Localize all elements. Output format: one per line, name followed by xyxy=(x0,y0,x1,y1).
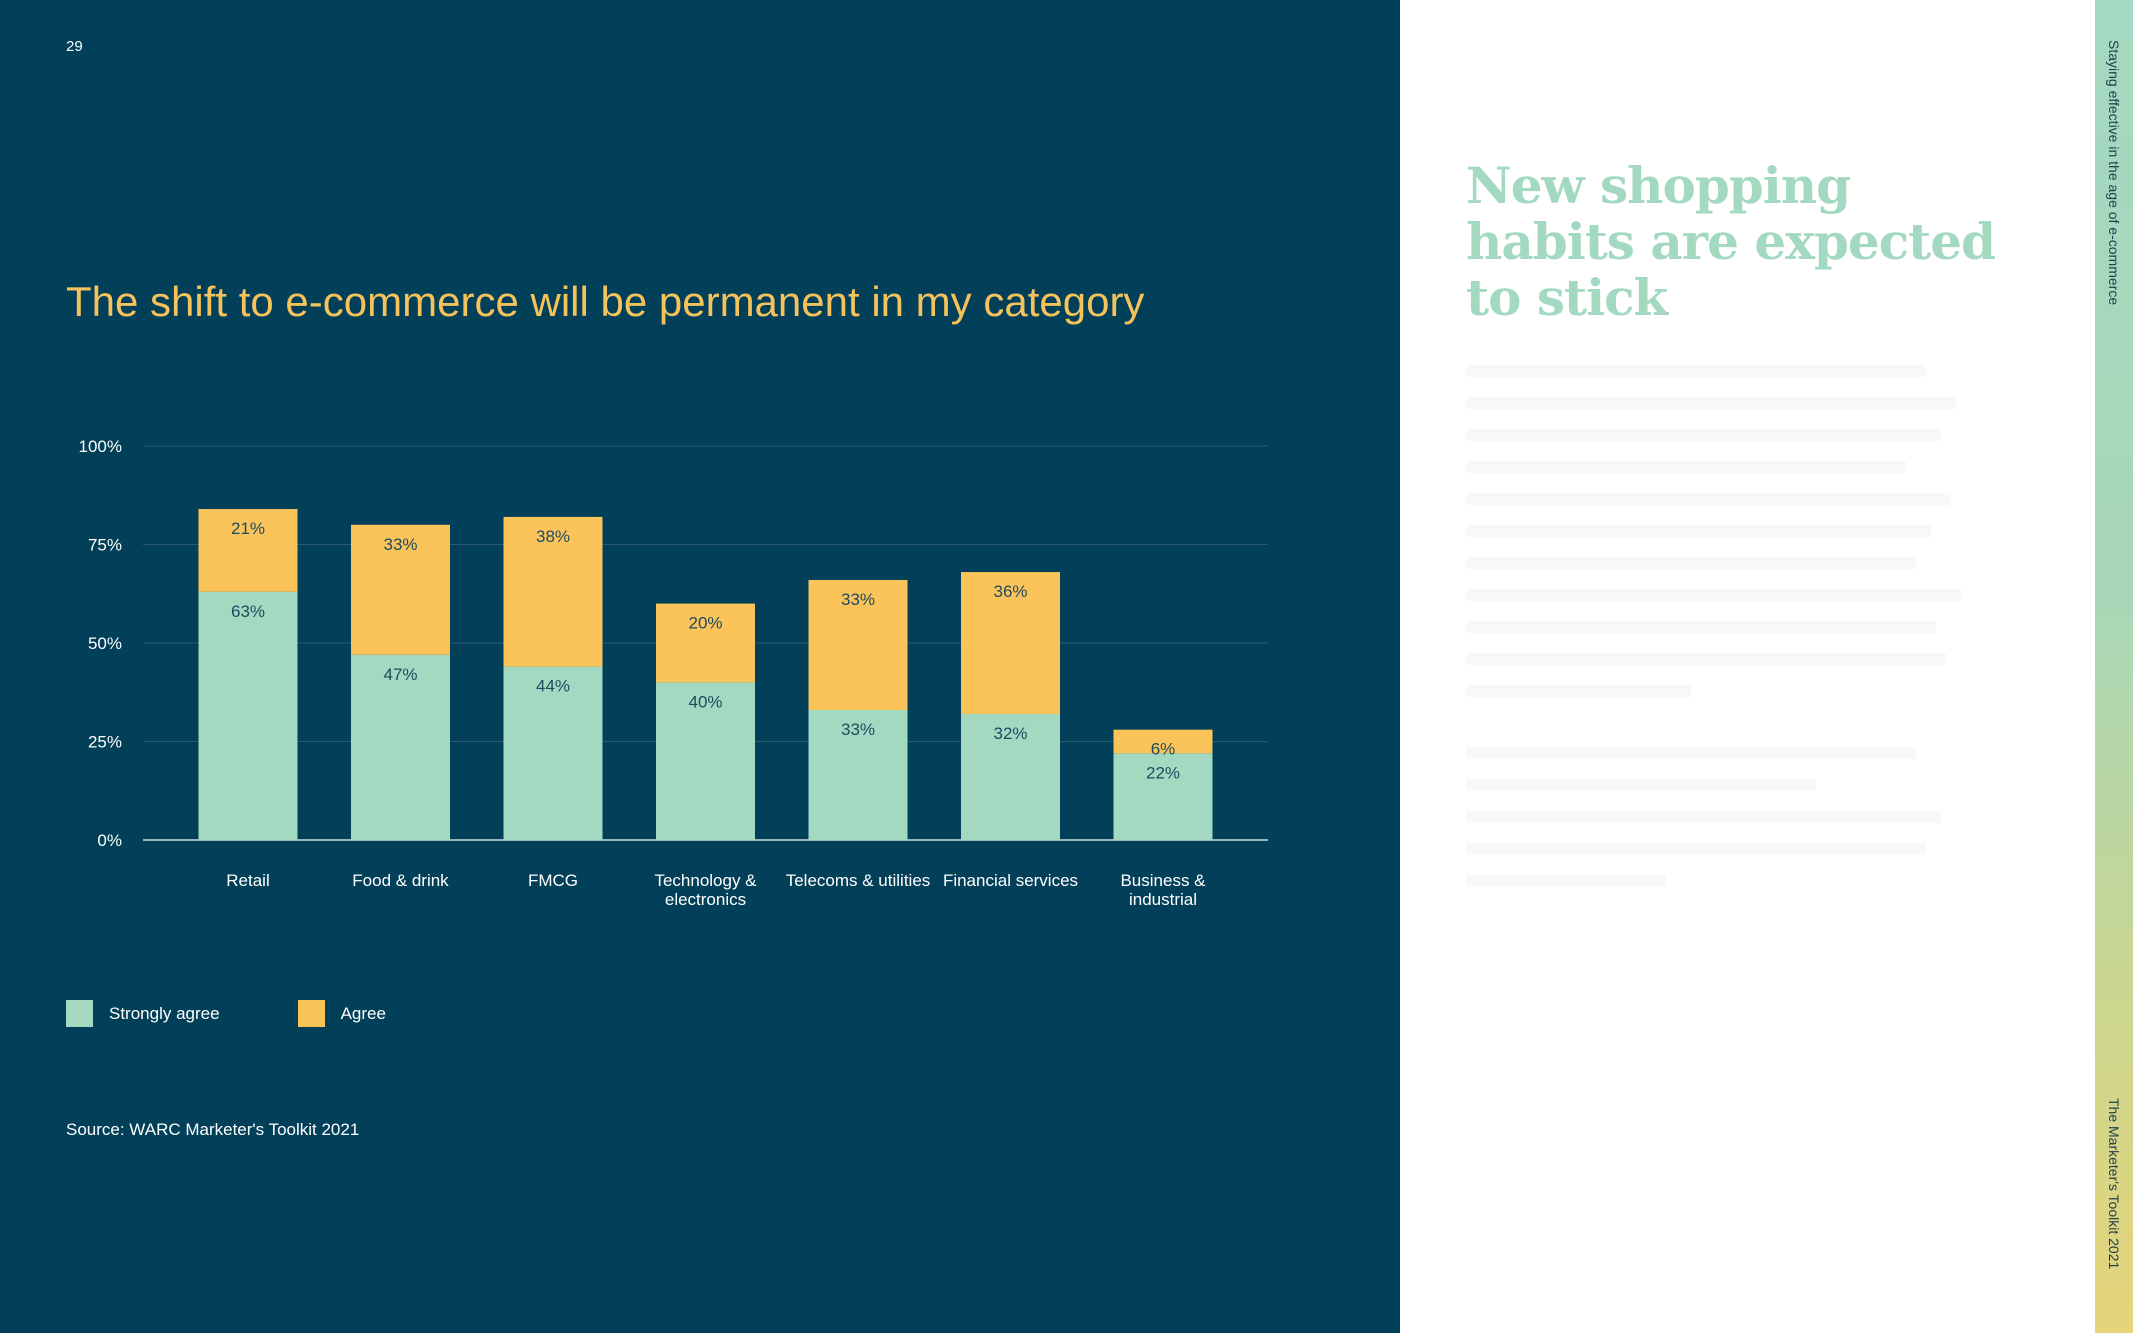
chart-legend: Strongly agree Agree xyxy=(66,1000,464,1027)
bar-strongly-agree xyxy=(1113,753,1213,840)
data-label: 21% xyxy=(231,519,265,538)
x-tick-label: Food & drink xyxy=(352,871,449,890)
bar-strongly-agree xyxy=(808,709,908,840)
data-label: 47% xyxy=(383,665,417,684)
bar-agree xyxy=(808,579,908,710)
bar-agree xyxy=(351,524,450,655)
page-number: 29 xyxy=(66,38,83,55)
data-label: 6% xyxy=(1151,740,1176,759)
legend-item-strongly-agree: Strongly agree xyxy=(66,1000,220,1027)
x-tick-label: Financial services xyxy=(943,871,1078,890)
x-tick-label: Business & industrial xyxy=(1120,871,1206,909)
data-label: 33% xyxy=(383,535,417,554)
x-tick-label: Retail xyxy=(226,871,269,890)
x-tick-label: FMCG xyxy=(528,871,578,890)
bar-strongly-agree xyxy=(503,666,603,840)
bar-agree xyxy=(656,603,755,683)
bar-agree xyxy=(1113,729,1213,754)
data-label: 33% xyxy=(841,590,875,609)
legend-label-strongly-agree: Strongly agree xyxy=(109,1003,220,1023)
y-tick-label: 0% xyxy=(97,831,122,850)
legend-label-agree: Agree xyxy=(340,1003,386,1023)
y-tick-label: 50% xyxy=(88,634,122,653)
bar-strongly-agree xyxy=(198,591,298,840)
data-label: 33% xyxy=(841,720,875,739)
data-label: 20% xyxy=(688,614,722,633)
y-tick-label: 75% xyxy=(88,536,122,555)
data-label: 22% xyxy=(1146,763,1180,782)
x-tick-label: Technology & electronics xyxy=(654,871,757,909)
data-label: 44% xyxy=(536,677,570,696)
source-note: Source: WARC Marketer's Toolkit 2021 xyxy=(66,1120,360,1139)
data-label: 40% xyxy=(688,692,722,711)
faded-body-text xyxy=(1466,365,1966,907)
stacked-bar-chart: 0% 25% 50% 75% 100% 63% 21% Retail 47% 33% Food & … xyxy=(79,437,1268,909)
data-label: 38% xyxy=(536,527,570,546)
data-label: 63% xyxy=(231,602,265,621)
legend-item-agree: Agree xyxy=(297,1000,386,1027)
bar-agree xyxy=(503,516,603,667)
data-label: 32% xyxy=(993,724,1027,743)
legend-swatch-strongly-agree xyxy=(66,1000,93,1027)
bar-strongly-agree xyxy=(351,654,450,840)
section-heading: New shopping habits are expected to stic… xyxy=(1466,156,1996,327)
side-strip: Staying effective in the age of e-commer… xyxy=(2095,0,2133,1333)
legend-swatch-agree xyxy=(297,1000,325,1027)
data-label: 36% xyxy=(993,582,1027,601)
side-label-top: Staying effective in the age of e-commer… xyxy=(2106,40,2122,306)
bar-strongly-agree xyxy=(961,713,1060,840)
x-tick-label: Telecoms & utilities xyxy=(786,871,931,890)
bar-agree xyxy=(198,509,298,592)
chart-panel: 29 The shift to e-commerce will be perma… xyxy=(0,0,1400,1333)
text-panel: New shopping habits are expected to stic… xyxy=(1400,0,2095,1333)
bar-strongly-agree xyxy=(656,682,755,840)
y-tick-label: 100% xyxy=(79,437,122,456)
side-label-bottom: The Marketer's Toolkit 2021 xyxy=(2106,1098,2122,1270)
y-tick-label: 25% xyxy=(88,733,122,752)
chart-title: The shift to e-commerce will be permanen… xyxy=(66,278,1145,325)
bar-agree xyxy=(961,572,1060,714)
